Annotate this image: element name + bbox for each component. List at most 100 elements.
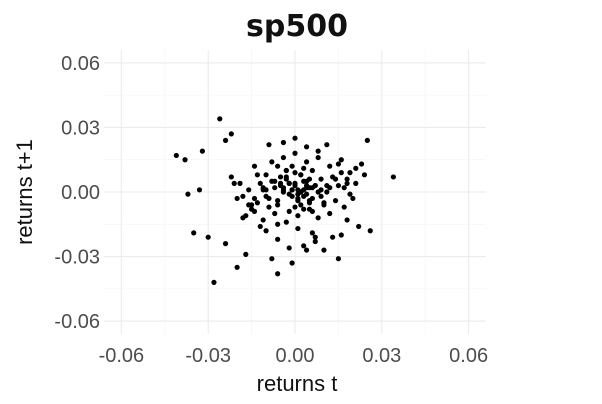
y-tick-label: -0.06: [54, 311, 100, 333]
data-point: [295, 198, 301, 204]
data-point: [272, 178, 278, 184]
data-point: [292, 204, 298, 210]
data-point: [301, 206, 307, 212]
data-point: [234, 195, 240, 202]
data-point: [228, 174, 234, 180]
data-point: [338, 157, 344, 163]
data-point: [277, 182, 284, 189]
data-point: [266, 142, 272, 148]
data-point: [298, 202, 304, 208]
data-point: [315, 189, 321, 195]
data-point: [364, 137, 370, 143]
data-points: [173, 116, 396, 285]
data-point: [272, 210, 278, 217]
data-point: [315, 154, 321, 161]
data-point: [321, 247, 327, 253]
data-point: [321, 202, 327, 208]
data-point: [260, 187, 266, 193]
data-point: [312, 234, 318, 240]
data-point: [228, 131, 234, 137]
data-point: [332, 198, 339, 204]
data-point: [315, 148, 321, 154]
x-tick-label: 0.06: [449, 345, 488, 367]
data-point: [257, 223, 263, 230]
data-point: [240, 193, 246, 199]
y-axis-title: returns t+1: [12, 139, 37, 245]
data-point: [289, 260, 295, 266]
data-point: [286, 245, 292, 251]
data-point: [303, 185, 310, 191]
data-point: [280, 139, 287, 146]
data-point: [295, 225, 301, 232]
data-point: [286, 208, 292, 214]
data-point: [353, 180, 359, 186]
data-point: [335, 182, 342, 189]
data-point: [344, 176, 350, 182]
data-point: [318, 176, 324, 182]
data-point: [231, 180, 237, 186]
data-point: [324, 189, 330, 195]
data-point: [344, 180, 350, 186]
y-tick-label: 0.00: [61, 182, 100, 204]
data-point: [335, 256, 342, 262]
data-point: [295, 191, 301, 197]
data-point: [344, 217, 350, 223]
data-point: [275, 202, 281, 208]
data-point: [292, 170, 298, 176]
data-point: [283, 174, 289, 180]
data-point: [390, 174, 396, 180]
data-point: [289, 187, 295, 193]
data-point: [173, 152, 179, 159]
data-point: [341, 185, 347, 191]
data-point: [222, 137, 229, 143]
data-point: [205, 234, 211, 240]
data-point: [303, 159, 310, 165]
data-point: [289, 163, 295, 169]
data-point: [330, 234, 336, 240]
y-tick-label: 0.06: [61, 53, 100, 75]
data-point: [283, 219, 289, 225]
data-point: [292, 180, 298, 186]
data-point: [327, 163, 333, 169]
data-point: [301, 193, 307, 199]
data-point: [211, 279, 217, 285]
data-point: [280, 154, 287, 161]
data-point: [182, 157, 188, 163]
data-point: [269, 256, 275, 262]
data-point: [199, 148, 205, 154]
data-point: [315, 215, 321, 221]
data-point: [263, 228, 269, 234]
data-point: [341, 204, 347, 210]
data-point: [312, 238, 318, 245]
data-point: [240, 215, 246, 221]
data-point: [266, 204, 272, 210]
data-point: [301, 165, 307, 171]
data-point: [243, 251, 249, 257]
data-point: [318, 193, 324, 199]
data-point: [248, 206, 255, 212]
data-point: [292, 135, 298, 141]
x-axis-title: returns t: [257, 371, 338, 396]
data-point: [301, 243, 307, 249]
data-point: [257, 180, 263, 186]
data-point: [347, 191, 353, 197]
data-point: [254, 172, 260, 178]
data-point: [260, 217, 266, 223]
data-point: [196, 187, 203, 193]
data-point: [303, 144, 310, 150]
data-point: [306, 206, 313, 212]
data-point: [353, 165, 359, 171]
data-point: [303, 178, 310, 184]
data-point: [298, 172, 304, 178]
data-point: [237, 180, 243, 186]
data-point: [246, 202, 252, 208]
data-point: [254, 200, 260, 206]
data-point: [295, 213, 301, 219]
y-axis-ticks: -0.06 -0.03 0.00 0.03 0.06: [54, 53, 100, 333]
data-point: [277, 174, 284, 180]
data-point: [191, 230, 197, 236]
data-point: [367, 228, 373, 234]
data-point: [275, 221, 281, 227]
y-tick-label: -0.03: [54, 247, 100, 269]
